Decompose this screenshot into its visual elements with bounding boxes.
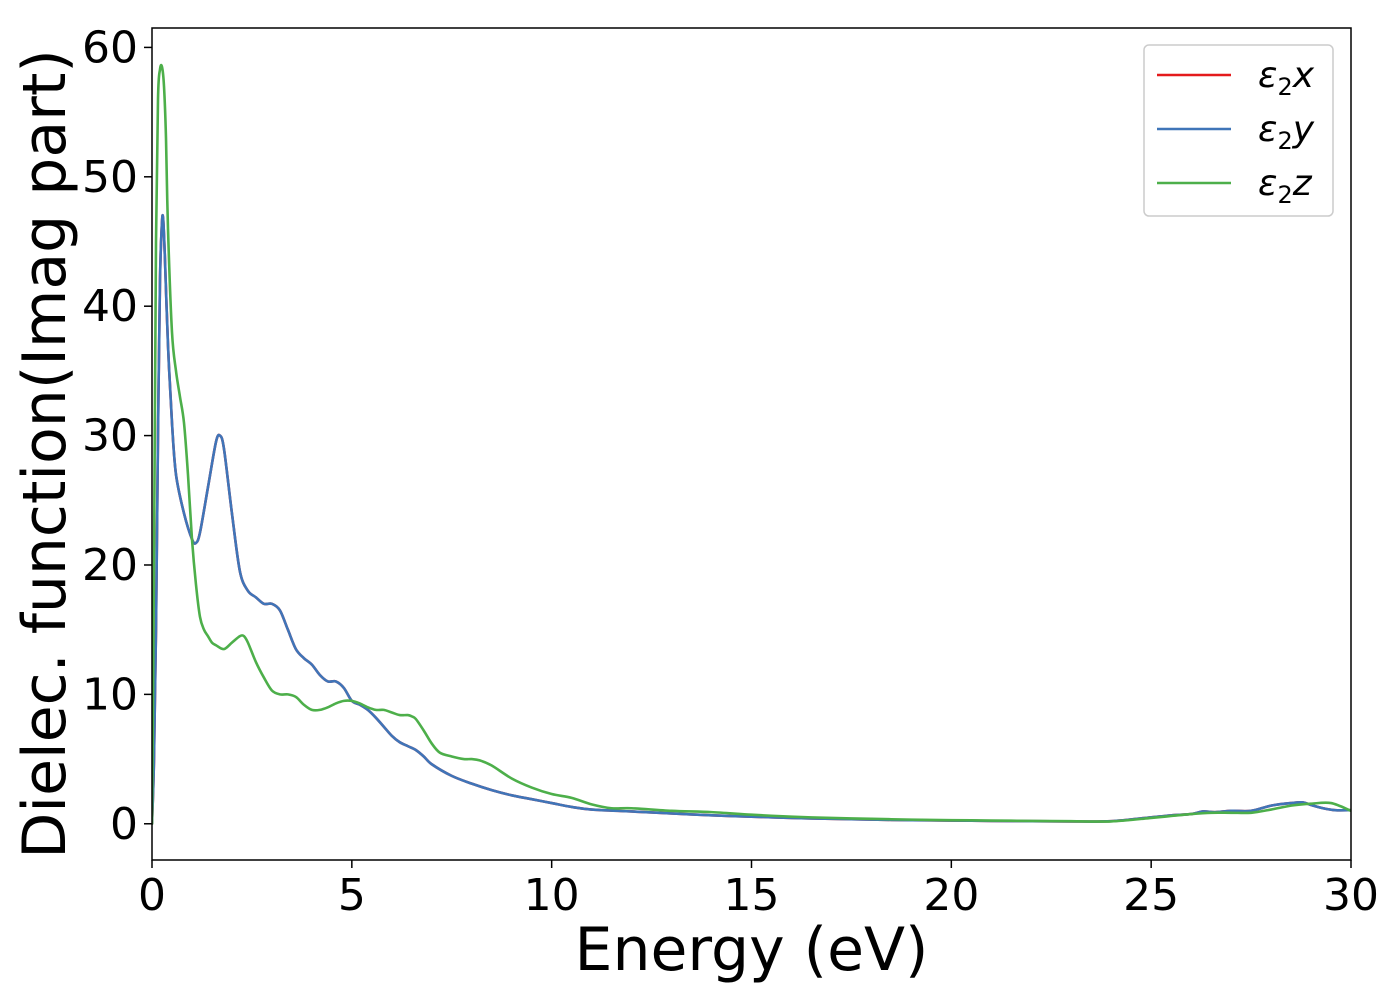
- y-tick-label: 40: [82, 281, 138, 332]
- y-tick-label: 30: [82, 411, 138, 462]
- x-tick-label: 5: [338, 870, 366, 921]
- x-tick-label: 20: [923, 870, 979, 921]
- legend-entry-label: ε2x: [1258, 55, 1315, 101]
- legend-symbol: ε: [1258, 163, 1277, 204]
- legend-component: y: [1292, 109, 1315, 150]
- y-axis: 0 10 20 30 40 50 60: [82, 22, 152, 850]
- x-tick-label: 0: [138, 870, 166, 921]
- x-tick-label: 10: [524, 870, 580, 921]
- legend-subscript: 2: [1277, 127, 1292, 155]
- x-axis-label: Energy (eV): [575, 915, 929, 985]
- series-line-1: [152, 213, 1351, 826]
- legend-box: [1143, 44, 1334, 217]
- legend-component: x: [1292, 55, 1315, 96]
- x-tick-label: 25: [1123, 870, 1179, 921]
- x-tick-label: 15: [724, 870, 780, 921]
- y-tick-label: 50: [82, 152, 138, 203]
- x-tick-label: 30: [1323, 870, 1379, 921]
- legend-entry-label: ε2y: [1258, 109, 1315, 155]
- series-layer: [152, 63, 1351, 826]
- series-line-2: [152, 63, 1351, 826]
- y-tick-label: 0: [110, 799, 138, 850]
- legend-component: z: [1292, 163, 1313, 204]
- y-tick-label: 60: [82, 22, 138, 73]
- series-line-0: [152, 213, 1351, 826]
- y-axis-label: Dielec. function(Imag part): [10, 49, 80, 859]
- x-axis: 0 5 10 15 20 25 30: [138, 860, 1379, 921]
- legend-entry-label: ε2z: [1258, 163, 1313, 209]
- y-tick-label: 10: [82, 669, 138, 720]
- legend-symbol: ε: [1258, 109, 1277, 150]
- legend-symbol: ε: [1258, 55, 1277, 96]
- y-tick-label: 20: [82, 540, 138, 591]
- legend-subscript: 2: [1277, 73, 1292, 101]
- legend-subscript: 2: [1277, 181, 1292, 209]
